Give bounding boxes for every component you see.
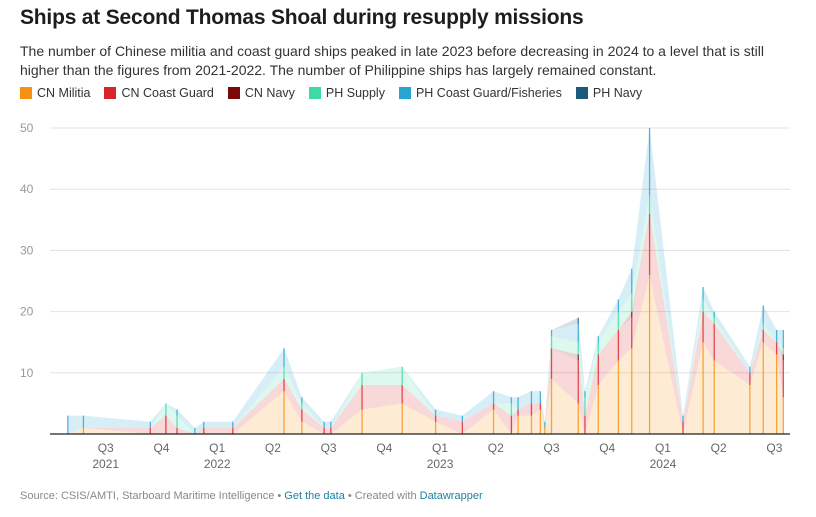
legend-label: CN Coast Guard xyxy=(121,86,214,100)
y-tick-label: 10 xyxy=(20,366,34,380)
get-the-data-link[interactable]: Get the data xyxy=(284,490,345,502)
x-tick-year: 2024 xyxy=(650,457,677,471)
x-tick-label: Q1 xyxy=(655,441,671,455)
x-tick-label: Q4 xyxy=(376,441,392,455)
x-tick-label: Q4 xyxy=(153,441,169,455)
chart-title: Ships at Second Thomas Shoal during resu… xyxy=(20,6,584,29)
legend-swatch xyxy=(227,87,240,99)
legend-label: PH Supply xyxy=(325,86,385,100)
x-tick-year: 2023 xyxy=(427,457,454,471)
separator: • xyxy=(274,490,285,502)
x-tick-label: Q1 xyxy=(209,441,225,455)
x-tick-label: Q3 xyxy=(543,441,559,455)
legend-item: PH Coast Guard/Fisheries xyxy=(398,86,562,100)
legend-swatch xyxy=(308,87,321,99)
x-tick-label: Q3 xyxy=(321,441,337,455)
datawrapper-link[interactable]: Datawrapper xyxy=(419,490,483,502)
legend-swatch xyxy=(575,87,588,99)
x-tick-label: Q2 xyxy=(711,441,727,455)
legend-label: CN Militia xyxy=(37,86,91,100)
legend-item: PH Supply xyxy=(308,86,385,100)
area-cn-militia xyxy=(67,274,784,434)
y-tick-label: 30 xyxy=(20,243,34,257)
legend-label: CN Navy xyxy=(244,86,295,100)
legend-item: CN Coast Guard xyxy=(104,86,214,100)
x-tick-label: Q3 xyxy=(98,441,114,455)
x-tick-year: 2022 xyxy=(204,457,231,471)
source-text: Source: CSIS/AMTI, Starboard Maritime In… xyxy=(20,490,275,502)
x-tick-label: Q1 xyxy=(432,441,448,455)
legend-item: CN Militia xyxy=(20,86,90,100)
chart-area: 10 20 30 40 50 Q3 2021 Q4 Q1 2022 Q2 Q3 Q4 Q1 2023 Q2 Q… xyxy=(20,121,790,471)
x-tick-label: Q2 xyxy=(488,441,504,455)
legend-item: PH Navy xyxy=(575,86,643,100)
legend-label: PH Navy xyxy=(592,86,643,100)
legend-swatch xyxy=(104,87,117,99)
legend-swatch xyxy=(20,87,32,99)
y-tick-label: 40 xyxy=(20,182,34,196)
legend-item: CN Navy xyxy=(227,86,295,100)
created-with-text: • Created with xyxy=(344,490,420,502)
x-tick-label: Q3 xyxy=(766,441,782,455)
legend-swatch xyxy=(398,87,411,99)
legend: CN Militia CN Coast Guard CN Navy PH Supply… xyxy=(20,86,642,100)
y-tick-label: 20 xyxy=(20,305,34,319)
y-tick-label: 50 xyxy=(20,121,34,135)
x-tick-label: Q2 xyxy=(265,441,281,455)
chart-description: The number of Chinese militia and coast … xyxy=(20,43,765,78)
legend-label: PH Coast Guard/Fisheries xyxy=(415,86,562,100)
x-tick-label: Q4 xyxy=(599,441,615,455)
footer: Source: CSIS/AMTI, Starboard Maritime In… xyxy=(20,490,483,502)
x-tick-year: 2021 xyxy=(92,457,119,471)
